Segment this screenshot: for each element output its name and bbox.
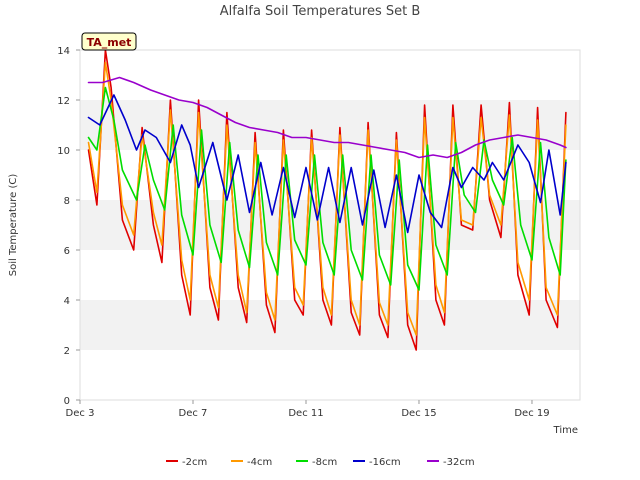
- chart-title: Alfalfa Soil Temperatures Set B: [220, 4, 421, 19]
- series-line-4cmcm-line: [87, 61, 567, 336]
- y-tick-label: 8: [64, 196, 70, 207]
- grid-band: [80, 300, 580, 350]
- y-axis: 0 2 4 6 8 10 12 14: [57, 46, 80, 407]
- series-line-8cmcm-line: [87, 86, 567, 291]
- y-axis-title: Soil Temperature (C): [8, 174, 19, 277]
- legend-label: -8cm: [312, 457, 337, 468]
- series-line-32cmcm-line: [87, 76, 567, 159]
- x-tick-label: Dec 7: [179, 408, 208, 419]
- legend-label: -2cm: [182, 457, 207, 468]
- series-line-16cmcm-line: [87, 94, 567, 234]
- y-tick-label: 14: [57, 46, 70, 57]
- ta-met-badge-label: TA_met: [87, 36, 132, 49]
- y-tick-label: 10: [57, 146, 70, 157]
- series-layer: [87, 49, 567, 351]
- ta-met-badge: TA_met: [81, 32, 137, 51]
- x-axis: Dec 3 Dec 7 Dec 11 Dec 15 Dec 19: [66, 400, 550, 419]
- x-tick-label: Dec 11: [288, 408, 323, 419]
- grid-band: [80, 200, 580, 250]
- y-tick-label: 4: [64, 296, 70, 307]
- y-tick-label: 0: [64, 396, 70, 407]
- legend-label: -32cm: [443, 457, 475, 468]
- y-tick-label: 6: [64, 246, 70, 257]
- legend-label: -4cm: [247, 457, 272, 468]
- y-tick-label: 12: [57, 96, 70, 107]
- ta-met-badge-box: [81, 32, 137, 51]
- y-tick-label: 2: [64, 346, 70, 357]
- x-tick-label: Dec 19: [514, 408, 549, 419]
- plot-border: [79, 49, 581, 401]
- x-tick-label: Dec 3: [66, 408, 95, 419]
- x-tick-label: Dec 15: [401, 408, 436, 419]
- legend-label: -16cm: [369, 457, 401, 468]
- x-axis-title: Time: [553, 425, 578, 436]
- legend: -2cm -4cm -8cm -16cm -32cm: [166, 457, 475, 468]
